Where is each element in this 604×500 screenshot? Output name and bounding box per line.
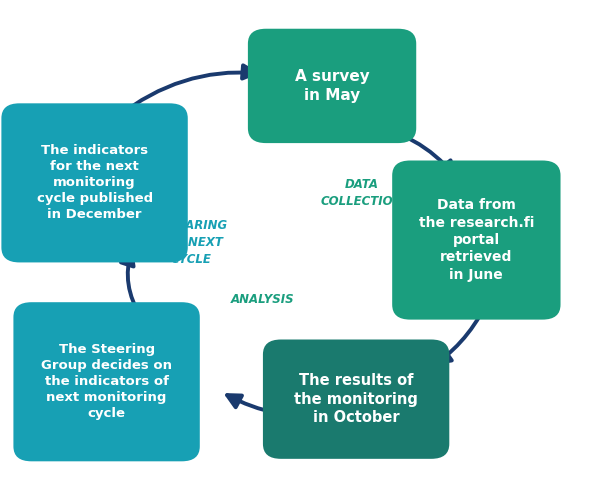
- FancyBboxPatch shape: [263, 340, 449, 459]
- Text: PREPARING
THE NEXT
CYCLE: PREPARING THE NEXT CYCLE: [153, 219, 228, 266]
- Text: A survey
in May: A survey in May: [295, 69, 370, 102]
- FancyBboxPatch shape: [13, 302, 200, 462]
- Text: The results of
the monitoring
in October: The results of the monitoring in October: [294, 373, 418, 426]
- FancyBboxPatch shape: [392, 160, 561, 320]
- FancyBboxPatch shape: [248, 28, 416, 143]
- Text: Data from
the research.fi
portal
retrieved
in June: Data from the research.fi portal retriev…: [419, 198, 534, 281]
- Text: ANALYSIS: ANALYSIS: [231, 293, 295, 306]
- Text: The Steering
Group decides on
the indicators of
next monitoring
cycle: The Steering Group decides on the indica…: [41, 344, 172, 420]
- Text: DATA
COLLECTION: DATA COLLECTION: [321, 178, 403, 208]
- FancyBboxPatch shape: [1, 104, 188, 262]
- Text: The indicators
for the next
monitoring
cycle published
in December: The indicators for the next monitoring c…: [36, 144, 153, 222]
